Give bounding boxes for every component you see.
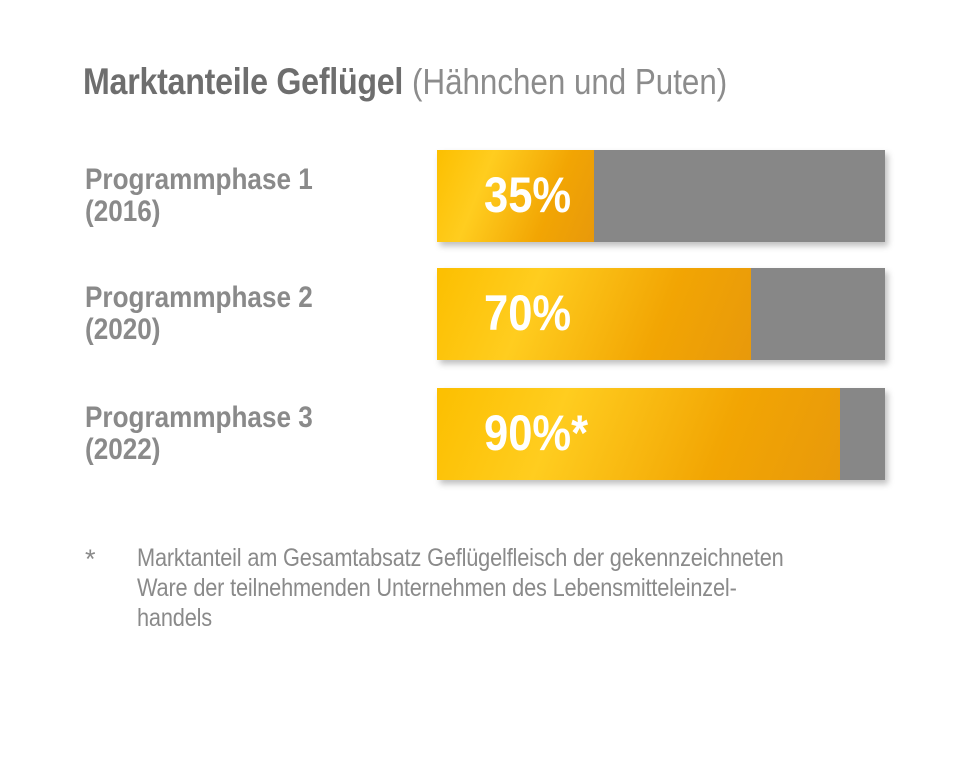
bar-track-phase-2: 70% <box>437 268 885 360</box>
row-label-line1: Programmphase 3 <box>85 401 313 434</box>
bar-value-label-phase-3: 90%* <box>484 404 588 461</box>
bar-track-phase-3: 90%* <box>437 388 885 480</box>
footnote-asterisk-marker: * <box>85 544 96 574</box>
chart-title-main: Marktanteile Geflügel <box>83 61 404 102</box>
row-label-phase-1: Programmphase 1 (2016) <box>85 150 425 242</box>
row-label-line2: (2016) <box>85 195 161 228</box>
row-label-line2: (2020) <box>85 313 161 346</box>
chart-title: Marktanteile Geflügel (Hähnchen und Pute… <box>83 60 727 104</box>
chart-title-sub: (Hähnchen und Puten) <box>412 61 728 102</box>
bar-value-label-phase-1: 35% <box>484 166 572 223</box>
row-label-phase-2: Programmphase 2 (2020) <box>85 268 425 360</box>
footnote-text: Marktanteil am Gesamtabsatz Geflügelflei… <box>137 543 937 633</box>
row-label-phase-3: Programmphase 3 (2022) <box>85 388 425 480</box>
bar-value-label-phase-2: 70% <box>484 284 572 341</box>
footnote-line: Ware der teilnehmenden Unternehmen des L… <box>137 574 737 602</box>
bar-track-phase-1: 35% <box>437 150 885 242</box>
bar-fill-phase-3: 90%* <box>437 388 841 480</box>
footnote-line: Marktanteil am Gesamtabsatz Geflügelflei… <box>137 544 784 572</box>
row-label-line1: Programmphase 2 <box>85 281 313 314</box>
bar-row-phase-1: Programmphase 1 (2016) 35% <box>0 150 958 242</box>
footnote-line: handels <box>137 604 212 632</box>
bar-row-phase-2: Programmphase 2 (2020) 70% <box>0 268 958 360</box>
bar-fill-phase-2: 70% <box>437 268 751 360</box>
row-label-line1: Programmphase 1 <box>85 163 313 196</box>
row-label-line2: (2022) <box>85 433 161 466</box>
bar-row-phase-3: Programmphase 3 (2022) 90%* <box>0 388 958 480</box>
bar-fill-phase-1: 35% <box>437 150 594 242</box>
